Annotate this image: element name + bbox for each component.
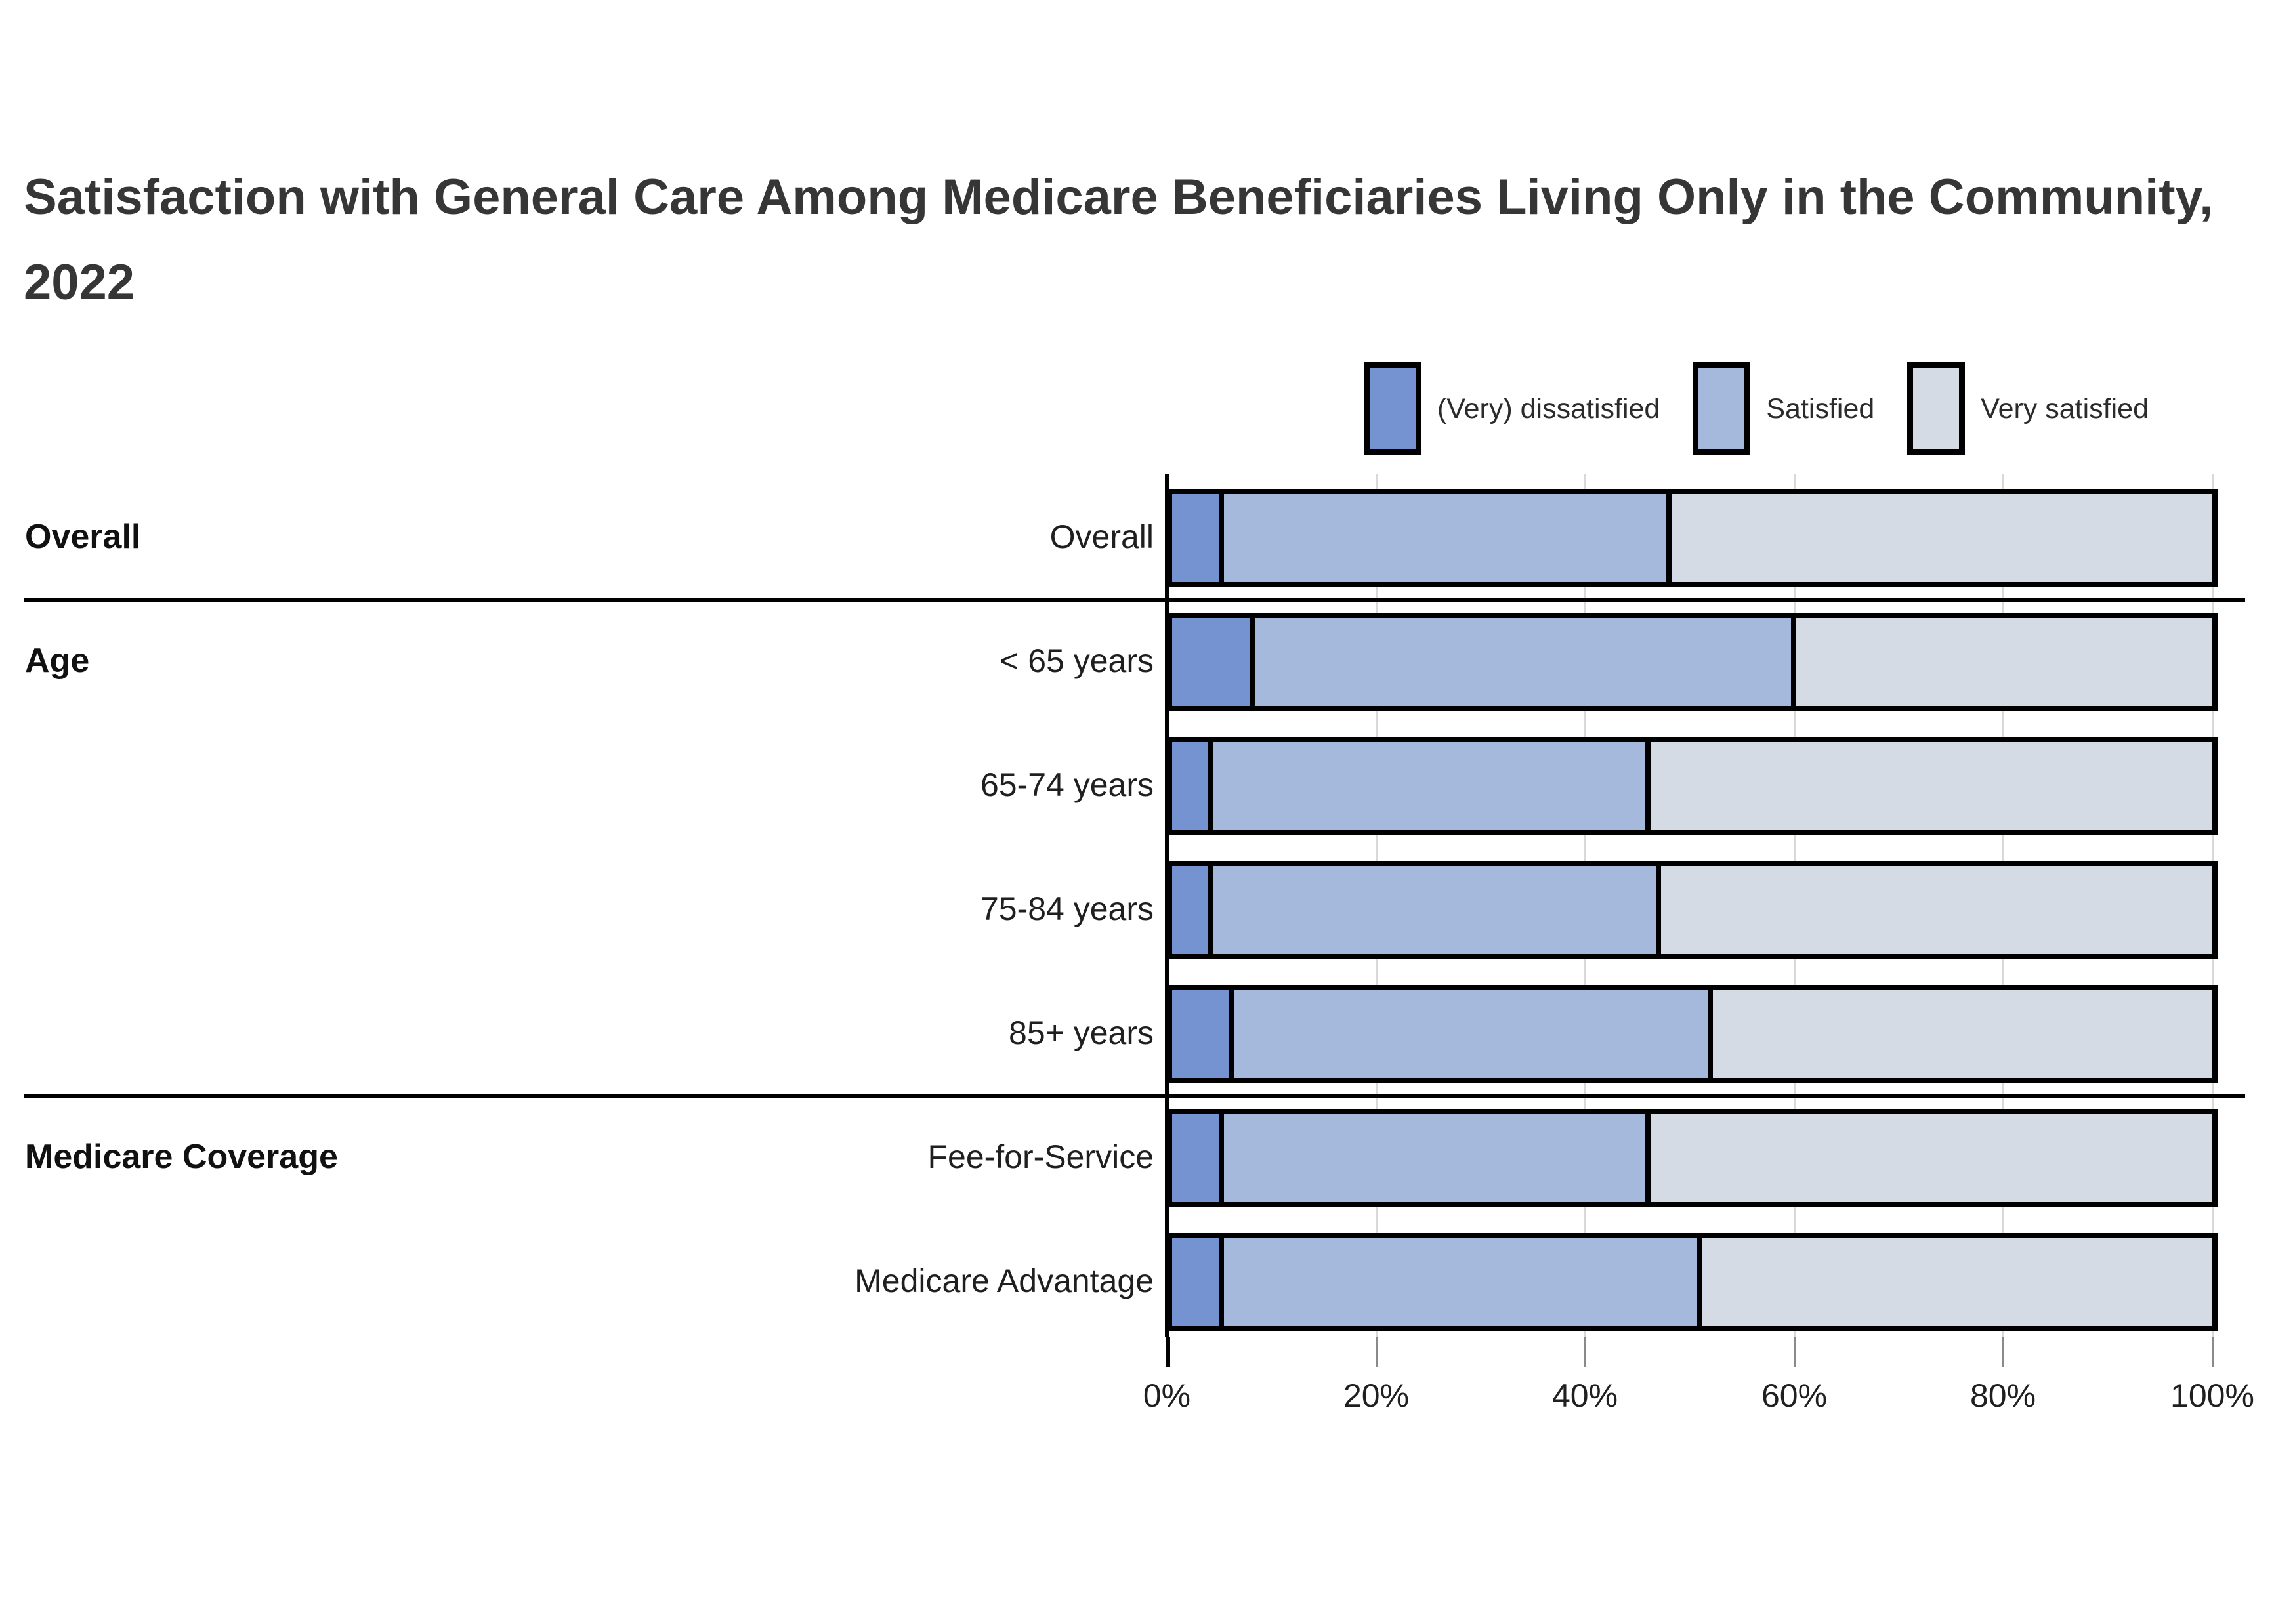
axis-tick-label: 40%: [1551, 1377, 1618, 1414]
stacked-bar: [1167, 737, 2218, 835]
bar-segment: [1213, 866, 1661, 954]
legend: (Very) dissatisfied Satisfied Very satisfi…: [1364, 361, 2149, 457]
group-label: Age: [25, 642, 90, 680]
stacked-bar: [1167, 1233, 2218, 1331]
stacked-bar: [1167, 1109, 2218, 1207]
chart-title: Satisfaction with General Care Among Med…: [24, 169, 2214, 310]
axis-tick: [1794, 1337, 1796, 1367]
bar-segment: [1651, 1114, 2212, 1202]
legend-item: Very satisfied: [1907, 362, 2149, 455]
axis-tick: [1166, 1337, 1170, 1367]
bar-row-label: 85+ years: [1009, 1014, 1154, 1051]
stacked-bar: [1167, 613, 2218, 711]
bar-segment: [1172, 742, 1214, 830]
bar-segment: [1255, 618, 1796, 706]
axis-tick-label: 0%: [1143, 1377, 1191, 1414]
bar-segment: [1172, 494, 1225, 582]
bar-segment: [1213, 742, 1651, 830]
axis-tick-label: 80%: [1969, 1377, 2036, 1414]
axis-tick-label: 100%: [2170, 1377, 2254, 1414]
legend-item: (Very) dissatisfied: [1364, 362, 1660, 455]
bar-row-label: 65-74 years: [980, 766, 1154, 803]
axis-tick: [2002, 1337, 2004, 1367]
legend-swatch-icon: [1907, 362, 1966, 455]
bar-segment: [1660, 866, 2212, 954]
axis-tick-label: 60%: [1761, 1377, 1828, 1414]
group-label: Overall: [25, 518, 141, 556]
bar-row-label: Fee-for-Service: [927, 1138, 1154, 1175]
axis-tick-label: 20%: [1343, 1377, 1410, 1414]
bar-row-label: Medicare Advantage: [854, 1262, 1154, 1299]
bar-segment: [1172, 1114, 1225, 1202]
bar-segment: [1172, 866, 1214, 954]
bar-segment: [1224, 1114, 1651, 1202]
legend-swatch-icon: [1693, 362, 1751, 455]
bar-segment: [1224, 494, 1672, 582]
stacked-bar: [1167, 489, 2218, 587]
legend-label: (Very) dissatisfied: [1437, 392, 1660, 425]
legend-item: Satisfied: [1693, 362, 1874, 455]
bar-segment: [1796, 618, 2212, 706]
bar-segment: [1702, 1238, 2212, 1326]
bar-row-label: Overall: [1049, 518, 1154, 555]
axis-tick: [2212, 1337, 2214, 1367]
bar-row-label: < 65 years: [1000, 642, 1154, 679]
legend-label: Very satisfied: [1981, 392, 2149, 425]
bar-segment: [1224, 1238, 1703, 1326]
stacked-bar: [1167, 985, 2218, 1083]
axis-tick: [1584, 1337, 1586, 1367]
bar-segment: [1713, 990, 2212, 1078]
stacked-bar: [1167, 861, 2218, 959]
bar-segment: [1234, 990, 1714, 1078]
bar-segment: [1651, 742, 2212, 830]
bar-row-label: 75-84 years: [980, 890, 1154, 927]
legend-swatch-icon: [1364, 362, 1421, 455]
legend-label: Satisfied: [1766, 392, 1875, 425]
bar-segment: [1671, 494, 2212, 582]
group-separator: [24, 598, 2245, 602]
group-label: Medicare Coverage: [25, 1138, 338, 1176]
group-separator: [24, 1094, 2245, 1098]
bar-segment: [1172, 990, 1235, 1078]
bar-segment: [1172, 618, 1255, 706]
axis-tick: [1376, 1337, 1378, 1367]
bar-segment: [1172, 1238, 1225, 1326]
